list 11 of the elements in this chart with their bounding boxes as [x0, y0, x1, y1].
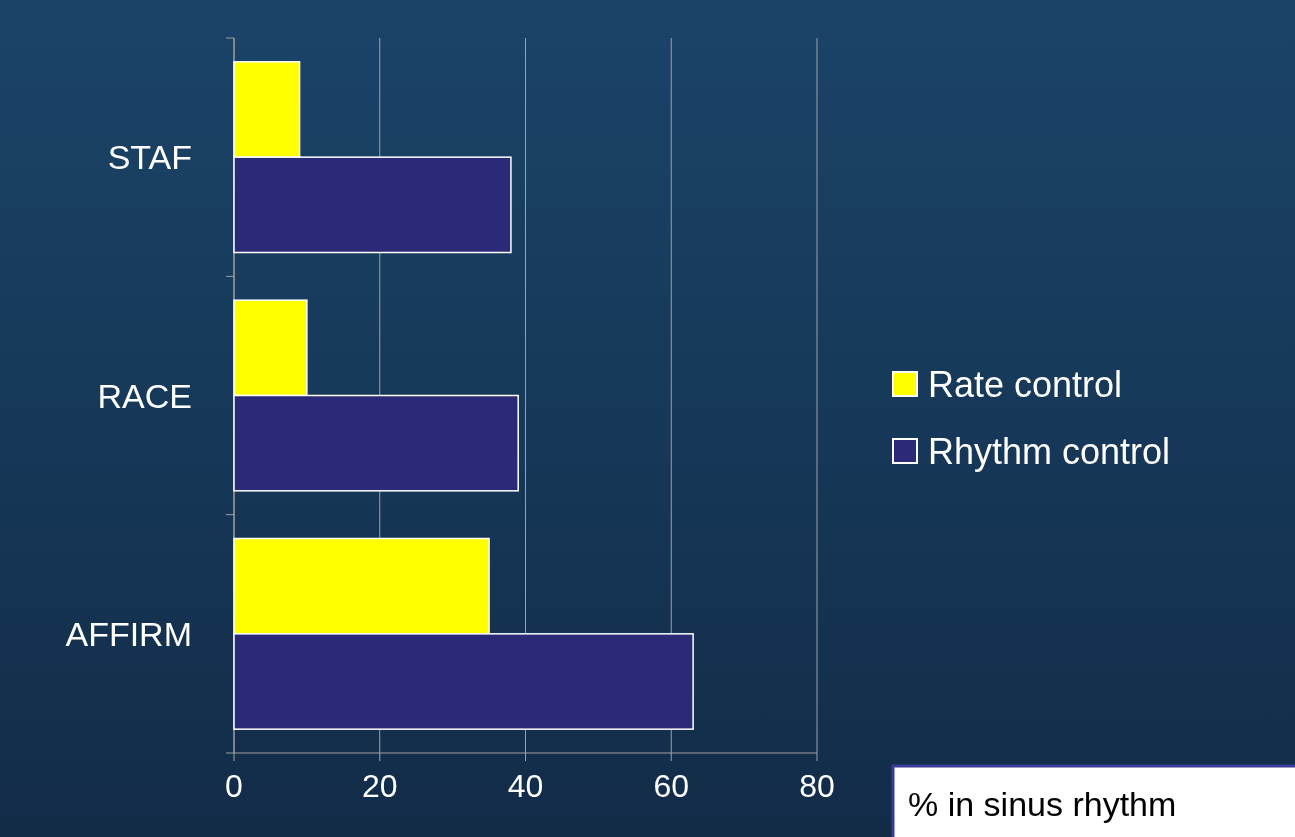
x-tick-label: 0 [225, 768, 243, 804]
x-tick-label: 80 [799, 768, 835, 804]
y-tick-label: STAF [107, 138, 192, 177]
x-tick-label: 40 [507, 768, 544, 804]
y-tick-label: RACE [97, 376, 192, 415]
legend-label: Rate control [928, 364, 1123, 405]
legend-label: Rhythm control [928, 431, 1171, 472]
x-axis-title: % in sinus rhythm [908, 785, 1177, 823]
x-tick-label: 60 [653, 768, 690, 804]
x-tick-label: 20 [361, 768, 398, 804]
y-tick-label: AFFIRM [65, 614, 192, 653]
